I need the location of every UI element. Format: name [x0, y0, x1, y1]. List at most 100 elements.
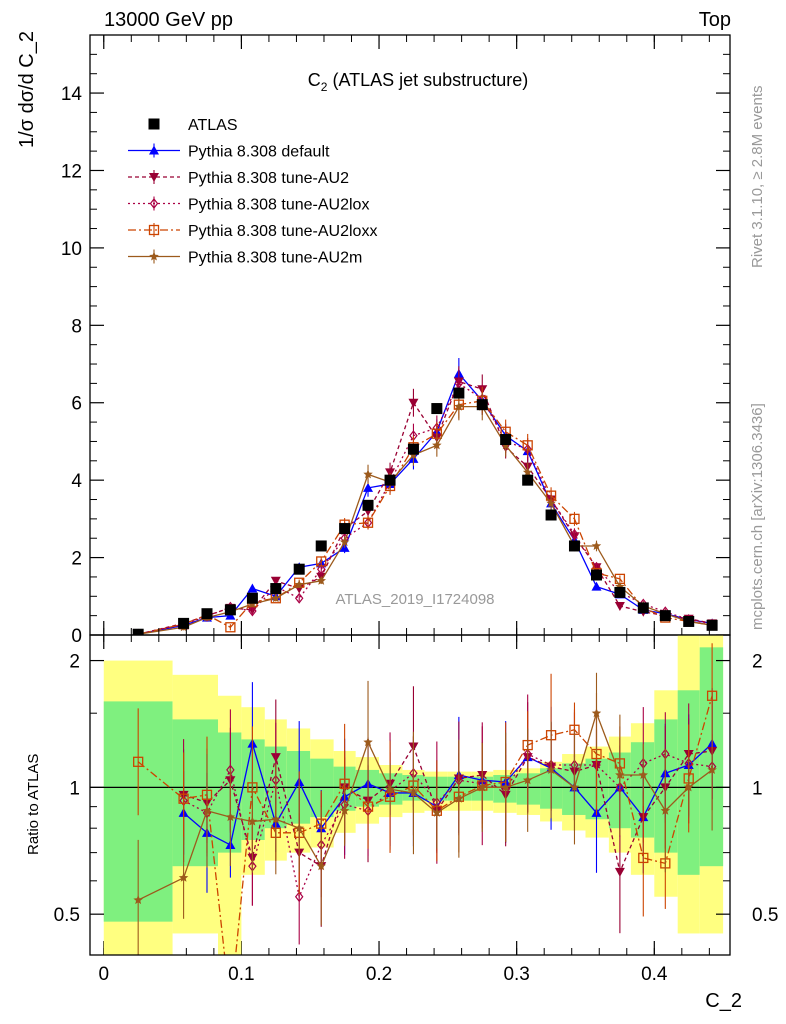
legend-marker [149, 145, 159, 155]
data-point [706, 619, 718, 631]
ratio-point [133, 756, 144, 767]
ratio-point [178, 872, 189, 882]
data-point [316, 556, 327, 567]
ratio-point [178, 793, 189, 804]
data-point [476, 399, 488, 411]
ratio-point [707, 764, 717, 774]
inner-band-bin [516, 773, 541, 805]
data-point [591, 581, 602, 591]
legend-item-atlas: ATLAS [148, 117, 238, 134]
legend-marker [148, 118, 160, 130]
x-tick-label: 0.3 [503, 964, 529, 985]
data-point [637, 602, 649, 614]
data-point [545, 509, 557, 521]
y-tick-label: 14 [61, 84, 83, 105]
y-tick-label: 10 [61, 239, 82, 260]
data-point [339, 537, 350, 547]
data-point [246, 592, 258, 604]
chart-title-sub: 2 [321, 80, 328, 94]
ratio-point [500, 782, 511, 792]
inner-band-bin [630, 742, 655, 838]
legend-label: Pythia 8.308 tune-AU2lox [188, 197, 369, 214]
process-label: Top [698, 9, 731, 31]
data-point [591, 541, 602, 550]
legend: ATLAS Pythia 8.308 default Pythia 8.308 tu… [128, 117, 377, 267]
mcplots-label: mcplots.cern.ch [arXiv:1306.3436] [749, 403, 766, 630]
ratio-point [294, 891, 304, 903]
ratio-point [522, 775, 533, 785]
ratio-tick-label: 2 [69, 652, 80, 673]
inner-band-bin [355, 769, 380, 807]
legend-label: Pythia 8.308 tune-AU2 [188, 170, 349, 187]
ratio-point [546, 764, 556, 774]
data-point [362, 499, 374, 511]
ratio-tick-label-right: 1 [752, 778, 763, 799]
data-point [522, 440, 533, 451]
legend-marker [149, 251, 159, 261]
legend-item-pythia-8-308-tune-au2loxx: Pythia 8.308 tune-AU2loxx [128, 223, 377, 240]
ratio-point [614, 867, 625, 877]
legend-label: Pythia 8.308 tune-AU2m [188, 250, 362, 267]
data-point [316, 575, 326, 585]
y-tick-label: 12 [61, 161, 82, 182]
ratio-point [638, 852, 649, 864]
series-atlas [132, 387, 718, 635]
data-point [315, 540, 327, 552]
data-point [614, 601, 625, 611]
inner-band-bin [218, 732, 242, 853]
ratio-point [202, 805, 212, 815]
ratio-point [684, 782, 694, 792]
inner-band-bin [699, 647, 724, 867]
ratio-panel: 0 0.1 0.2 0.3 0.4 0.5 0.5 1 1 2 2 [54, 634, 778, 985]
ratio-point [432, 807, 442, 817]
legend-marker [148, 224, 160, 236]
ratio-point [638, 770, 648, 779]
y-axis-label-text: 1/σ dσ/d C_2 [16, 31, 38, 148]
data-point [453, 387, 465, 399]
ratio-point [569, 782, 580, 792]
data-point [385, 468, 396, 478]
data-point [408, 398, 419, 408]
legend-item-pythia-8-308-tune-au2: Pythia 8.308 tune-AU2 [128, 170, 349, 187]
x-tick-label: 0.1 [228, 964, 254, 985]
ratio-pythia-8-308-tune-au2m [133, 672, 717, 955]
ratio-y-axis-label: Ratio to ATLAS [25, 754, 42, 855]
data-point [362, 517, 374, 528]
ratio-point [271, 814, 281, 824]
ratio-point [385, 784, 395, 794]
chart-title: C2 (ATLAS jet substructure) [308, 70, 528, 94]
inner-band-bin [585, 758, 609, 820]
ratio-point [706, 690, 718, 701]
legend-item-pythia-8-308-default: Pythia 8.308 default [128, 143, 330, 161]
ratio-point [247, 816, 258, 826]
chart-title-main: C [308, 70, 321, 90]
data-point [407, 443, 419, 455]
ratio-point [660, 805, 671, 815]
data-point [270, 583, 282, 595]
chart-title-rest: (ATLAS jet substructure) [327, 70, 528, 90]
data-point [294, 579, 304, 589]
data-point [454, 401, 464, 411]
ratio-point [408, 787, 419, 797]
ratio-line [183, 745, 713, 875]
data-point [569, 513, 580, 525]
y-tick-label: 2 [71, 549, 82, 570]
ratio-point [454, 793, 464, 803]
data-point [522, 474, 534, 486]
x-tick-label: 0 [98, 964, 109, 985]
inner-band-bin [424, 776, 448, 801]
data-point [522, 467, 533, 477]
data-point [201, 608, 213, 620]
data-point [247, 583, 258, 593]
x-axis-label: C_2 [705, 990, 742, 1012]
data-point [659, 610, 671, 622]
ratio-tick-label: 0.5 [54, 905, 80, 926]
data-point [339, 523, 351, 535]
data-point [432, 440, 442, 450]
inner-band-bin [241, 739, 265, 841]
y-tick-label: 8 [71, 316, 82, 337]
y-tick-label: 0 [71, 626, 82, 647]
data-point [363, 482, 374, 492]
